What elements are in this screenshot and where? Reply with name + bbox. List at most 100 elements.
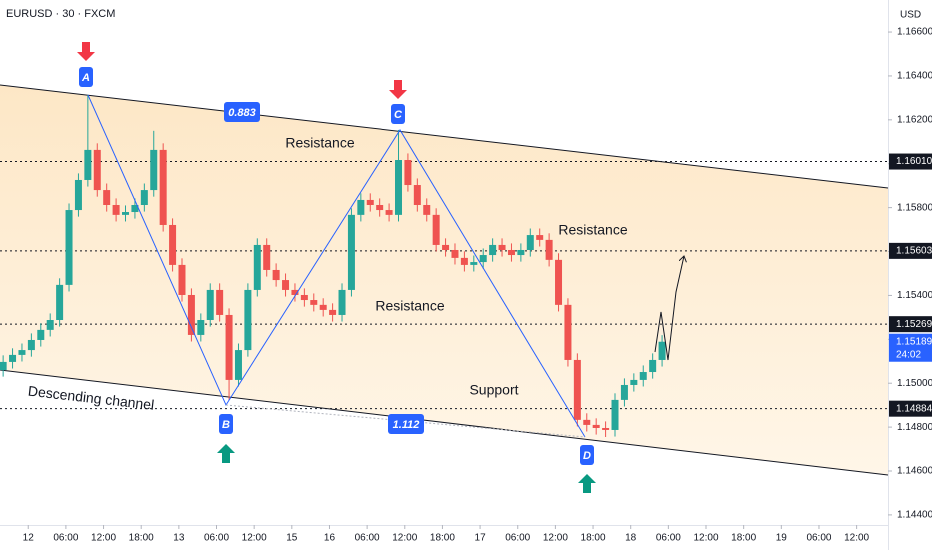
level-label: 1.16010 xyxy=(896,156,932,167)
projection xyxy=(654,256,684,361)
candle-body xyxy=(658,341,666,360)
candle-body xyxy=(84,149,92,180)
candle-body xyxy=(423,204,431,215)
candle-body xyxy=(178,264,186,295)
tag-label: C xyxy=(394,109,403,121)
candle-body xyxy=(197,320,205,335)
candle-body xyxy=(620,384,628,400)
x-tick-label: 18:00 xyxy=(430,533,455,544)
candle-body xyxy=(169,224,177,265)
candle-body xyxy=(376,204,384,211)
y-tick-label: 1.14600 xyxy=(897,466,932,477)
y-tick-label: 1.15000 xyxy=(897,378,932,389)
channel-upper xyxy=(0,84,889,189)
level-label: 1.14884 xyxy=(896,403,932,414)
time-axis-bg xyxy=(0,525,888,550)
candle-body xyxy=(150,149,158,191)
last-price-box xyxy=(889,333,932,362)
arrow-down xyxy=(389,80,407,99)
candle-body xyxy=(282,280,290,290)
candle-body xyxy=(395,160,403,215)
y-tick-label: 1.14800 xyxy=(897,422,932,433)
candle-body xyxy=(18,350,26,355)
x-tick-label: 12:00 xyxy=(91,533,116,544)
candle-body xyxy=(272,269,280,281)
candle-body xyxy=(611,399,619,430)
abcd-pattern xyxy=(87,94,586,438)
x-tick-label: 06:00 xyxy=(656,533,681,544)
tag-label: B xyxy=(222,419,230,431)
candle-body xyxy=(244,289,252,351)
candle-body xyxy=(263,244,271,270)
candle-body xyxy=(555,259,563,305)
candle-body xyxy=(432,214,440,245)
x-tick-label: 15 xyxy=(286,533,298,544)
candle-body xyxy=(630,379,638,385)
x-tick-label: 06:00 xyxy=(355,533,380,544)
x-tick-label: 18:00 xyxy=(731,533,756,544)
x-tick-label: 12:00 xyxy=(543,533,568,544)
candle-body xyxy=(56,284,64,321)
candle-body xyxy=(310,300,318,305)
arrow-down xyxy=(77,42,95,61)
tag-box xyxy=(388,414,424,434)
candle-body xyxy=(573,359,581,420)
candle-body xyxy=(9,354,17,362)
candle-body xyxy=(517,249,525,256)
tag-label: 1.112 xyxy=(393,419,420,431)
candle-body xyxy=(103,190,111,205)
symbol-header: EURUSD · 30 · FXCM xyxy=(6,8,115,20)
candle-body xyxy=(498,244,506,250)
candle-body xyxy=(338,289,346,315)
annotation: Support xyxy=(469,382,518,398)
candle-body xyxy=(329,309,337,315)
candle-body xyxy=(583,419,591,425)
x-tick-label: 12:00 xyxy=(844,533,869,544)
annotation: Resistance xyxy=(558,222,627,238)
level-box xyxy=(889,316,932,333)
arrow-up xyxy=(217,444,235,463)
x-tick-label: 18:00 xyxy=(129,533,154,544)
candle-body xyxy=(122,212,130,215)
channel-lower xyxy=(0,369,889,476)
candle-body xyxy=(225,314,233,380)
x-tick-label: 17 xyxy=(475,533,487,544)
x-tick-label: 16 xyxy=(324,533,336,544)
candle-body xyxy=(27,339,35,351)
candle-body xyxy=(357,199,365,215)
candle-body xyxy=(0,361,7,371)
candle-body xyxy=(46,320,54,330)
candle-body xyxy=(366,199,374,205)
arrow-up xyxy=(578,474,596,493)
candle-body xyxy=(451,249,459,258)
candle-body xyxy=(536,235,544,240)
candle-body xyxy=(159,149,167,225)
candle-body xyxy=(489,244,497,256)
annotation: Resistance xyxy=(375,298,444,314)
tag-box xyxy=(224,102,260,122)
candle-body xyxy=(74,179,82,211)
candle-body xyxy=(319,304,327,310)
level-box xyxy=(889,400,932,417)
candle-body xyxy=(649,359,657,373)
candle-body xyxy=(253,244,261,290)
candle-body xyxy=(479,255,487,263)
candle-body xyxy=(460,257,468,265)
tag-label: 0.883 xyxy=(228,107,256,119)
x-tick-label: 12:00 xyxy=(242,533,267,544)
y-tick-label: 1.15400 xyxy=(897,290,932,301)
candle-body xyxy=(206,289,214,321)
x-tick-label: 13 xyxy=(173,533,185,544)
y-tick-label: 1.14400 xyxy=(897,510,932,521)
tag-box xyxy=(219,414,233,434)
annotation: Resistance xyxy=(285,135,354,151)
y-tick-label: 1.16400 xyxy=(897,71,932,82)
price-axis-bg xyxy=(888,0,932,550)
x-tick-label: 12 xyxy=(23,533,35,544)
candle-body xyxy=(413,185,421,205)
x-tick-label: 06:00 xyxy=(505,533,530,544)
candle-body xyxy=(93,149,101,191)
countdown: 24:02 xyxy=(896,349,921,360)
y-tick-label: 1.15800 xyxy=(897,202,932,213)
candle-body xyxy=(470,262,478,265)
